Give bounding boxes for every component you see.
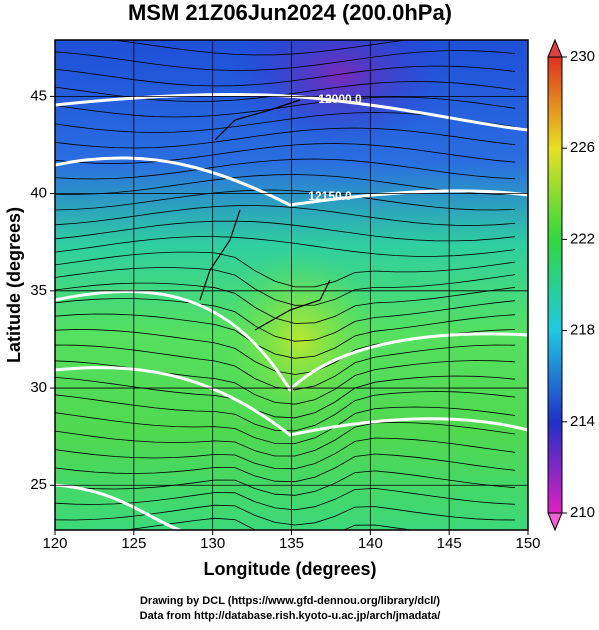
x-tick-label: 145	[437, 535, 462, 552]
colorbar-arrow-top	[547, 38, 563, 58]
streamline	[55, 406, 516, 444]
title: MSM 21Z06Jun2024 (200.0hPa)	[128, 0, 452, 25]
streamline	[55, 143, 516, 164]
x-tick-label: 135	[279, 535, 304, 552]
colorbar-label: 218	[570, 322, 595, 339]
colorbar-label: 226	[570, 139, 595, 156]
x-tick-label: 150	[515, 535, 540, 552]
low-core	[230, 40, 450, 145]
contour-label: 12150.0	[308, 189, 352, 203]
streamline	[55, 127, 516, 149]
streamline	[55, 470, 516, 496]
x-tick-label: 120	[42, 535, 67, 552]
x-axis-title: Longitude (degrees)	[203, 559, 376, 579]
streamlines	[55, 40, 516, 530]
plot-area	[55, 40, 528, 530]
streamline	[55, 344, 516, 391]
colorbar-label: 210	[570, 504, 595, 521]
x-tick-label: 130	[200, 535, 225, 552]
y-tick-label: 35	[30, 282, 47, 299]
streamline	[55, 375, 516, 419]
streamline	[55, 504, 516, 526]
y-tick-label: 45	[30, 87, 47, 104]
colorbar-label: 222	[570, 230, 595, 247]
colorbar	[547, 56, 563, 514]
streamline	[55, 453, 516, 483]
y-tick-label: 40	[30, 185, 47, 202]
contours	[55, 93, 528, 530]
streamline	[55, 205, 516, 226]
colorbar-label: 230	[570, 48, 595, 65]
credit: Drawing by DCL (https://www.gfd-dennou.o…	[140, 595, 440, 607]
streamline	[55, 236, 516, 257]
streamline	[55, 422, 516, 457]
streamline	[55, 313, 516, 359]
streamline	[55, 220, 516, 242]
streamline	[55, 50, 516, 71]
streamline	[55, 65, 516, 87]
streamline	[55, 298, 516, 342]
streamline	[55, 360, 516, 405]
colorbar-label: 214	[570, 413, 595, 430]
y-tick-label: 25	[30, 476, 47, 493]
streamline	[55, 251, 516, 288]
coastline	[199, 99, 331, 331]
streamline	[55, 391, 516, 432]
streamline	[55, 267, 516, 306]
streamline	[55, 189, 516, 211]
x-tick-label: 125	[121, 535, 146, 552]
credit: Data from http://database.rish.kyoto-u.a…	[140, 610, 441, 622]
colorbar-arrow-bottom	[547, 512, 563, 532]
warm-area	[220, 250, 380, 430]
contour-label: 12000.0	[318, 92, 362, 106]
y-tick-label: 30	[30, 379, 47, 396]
streamline	[55, 437, 516, 470]
x-tick-label: 140	[358, 535, 383, 552]
y-axis-title: Latitude (degrees)	[4, 207, 24, 363]
streamline	[55, 174, 516, 195]
streamline	[55, 158, 516, 180]
streamline	[55, 487, 516, 511]
